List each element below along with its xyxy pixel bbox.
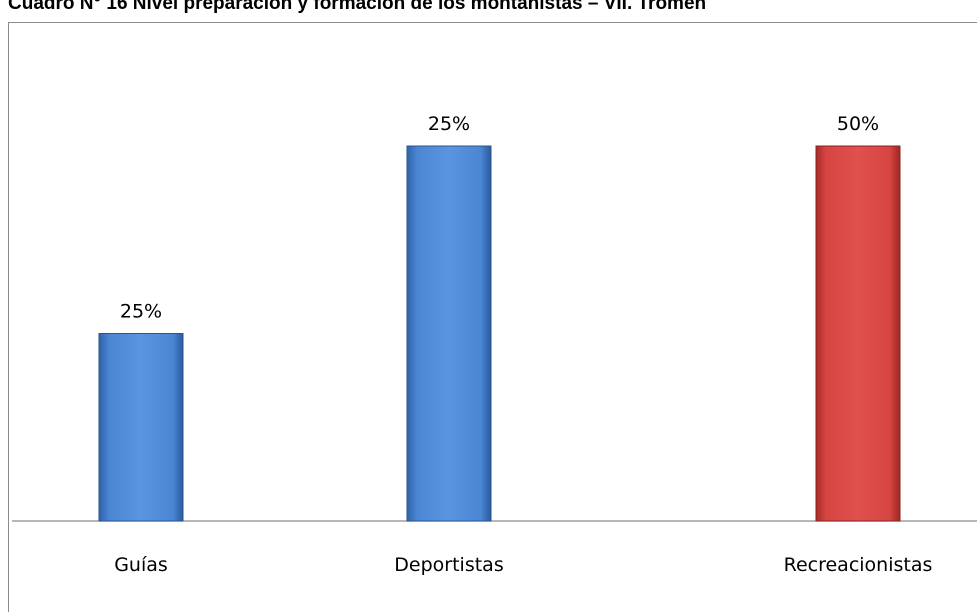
chart-frame	[8, 22, 977, 612]
category-label: Recreacionistas	[784, 554, 933, 576]
chart-title: Cuadro N° 16 Nivel preparación y formaci…	[8, 0, 707, 14]
bar-gu-as	[98, 333, 184, 522]
category-label: Deportistas	[394, 554, 503, 576]
bar-recreacionistas	[815, 145, 901, 522]
value-label: 25%	[120, 301, 162, 323]
value-label: 25%	[428, 113, 470, 135]
value-label: 50%	[837, 113, 879, 135]
bar-deportistas	[406, 145, 492, 522]
category-label: Guías	[114, 554, 168, 576]
